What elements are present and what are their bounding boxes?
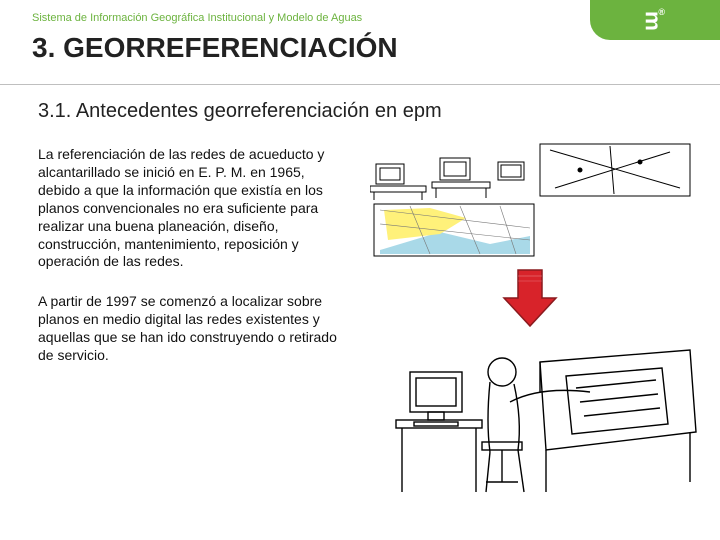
paragraph-2: A partir de 1997 se comenzó a localizar … — [38, 293, 348, 365]
brand-logo: ᴟ® — [645, 7, 665, 33]
breadcrumb: Sistema de Información Geográfica Instit… — [32, 12, 362, 24]
illustration-digital-icon — [390, 332, 700, 502]
slide: { "header": { "trail": "Sistema de Infor… — [0, 0, 720, 540]
brand-header: ᴟ® — [590, 0, 720, 40]
illustration-legacy-icon — [370, 140, 700, 260]
page-title: 3. GEORREFERENCIACIÓN — [32, 32, 398, 64]
section-subtitle: 3.1. Antecedentes georreferenciación en … — [38, 100, 442, 123]
logo-mark: ᴟ — [645, 7, 658, 32]
body-text: La referenciación de las redes de acuedu… — [38, 146, 348, 365]
paragraph-1: La referenciación de las redes de acuedu… — [38, 146, 348, 271]
logo-registered: ® — [658, 7, 665, 17]
arrow-down-icon — [500, 268, 560, 328]
divider — [0, 84, 720, 85]
